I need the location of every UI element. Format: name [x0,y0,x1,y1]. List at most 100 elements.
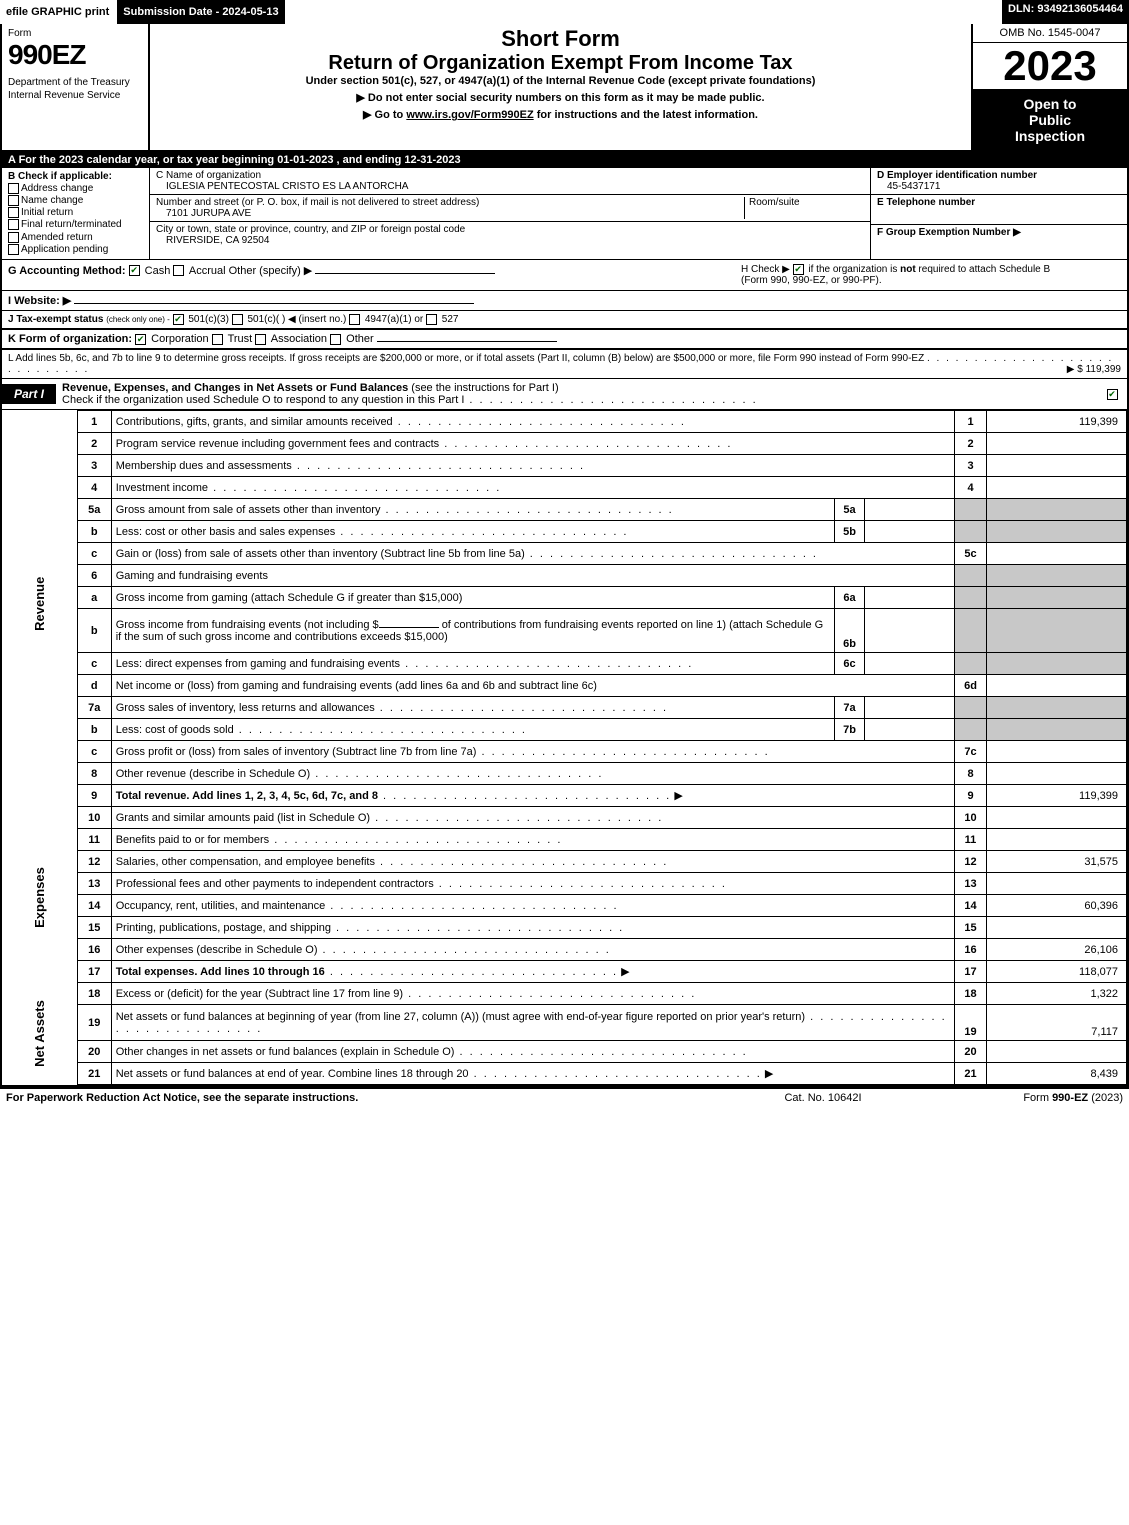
line-19-value: 7,117 [987,1005,1127,1041]
chk-501c3[interactable] [173,314,184,325]
table-row: bGross income from fundraising events (n… [2,609,1127,653]
expenses-side-label: Expenses [2,807,77,983]
open-to-public: Open to Public Inspection [973,90,1127,150]
block-b-c-d: B Check if applicable: Address change Na… [2,168,1127,260]
h-txt2: required to attach Schedule B [916,264,1051,275]
chk-corporation[interactable] [135,334,146,345]
table-row: 6Gaming and fundraising events [2,565,1127,587]
topbar: efile GRAPHIC print Submission Date - 20… [0,0,1129,24]
table-row: 8Other revenue (describe in Schedule O)8 [2,763,1127,785]
website-label: I Website: ▶ [8,295,71,307]
chk-application-pending[interactable]: Application pending [8,244,143,255]
city-row: City or town, state or province, country… [150,222,870,248]
return-title: Return of Organization Exempt From Incom… [156,52,965,75]
group-exemption-row: F Group Exemption Number ▶ [871,225,1127,254]
efile-print-label[interactable]: efile GRAPHIC print [0,0,117,24]
form-number: 990EZ [8,39,142,71]
table-row: 3Membership dues and assessments3 [2,455,1127,477]
h-label: H Check ▶ [741,264,790,275]
chk-other-org[interactable] [330,334,341,345]
chk-cash[interactable] [129,265,140,276]
line-l-gross-receipts: L Add lines 5b, 6c, and 7b to line 9 to … [2,350,1127,379]
chk-527[interactable] [426,314,437,325]
section-d-e-f: D Employer identification number 45-5437… [871,168,1127,259]
chk-amended-return[interactable]: Amended return [8,232,143,243]
chk-trust[interactable] [212,334,223,345]
table-row: 2Program service revenue including gover… [2,433,1127,455]
table-row: cGross profit or (loss) from sales of in… [2,741,1127,763]
table-row: bLess: cost of goods sold7b [2,719,1127,741]
table-row: aGross income from gaming (attach Schedu… [2,587,1127,609]
j-label: J Tax-exempt status [8,314,103,325]
schedule-b-check: H Check ▶ if the organization is not req… [741,264,1121,286]
chk-501c[interactable] [232,314,243,325]
ein-value: 45-5437171 [877,181,940,192]
table-row: 19Net assets or fund balances at beginni… [2,1005,1127,1041]
line-18-value: 1,322 [987,983,1127,1005]
irs-link[interactable]: www.irs.gov/Form990EZ [406,109,533,121]
street-label: Number and street (or P. O. box, if mail… [156,197,479,208]
omb-number: OMB No. 1545-0047 [973,24,1127,43]
table-row: 14Occupancy, rent, utilities, and mainte… [2,895,1127,917]
line-21-value: 8,439 [987,1063,1127,1085]
paperwork-notice: For Paperwork Reduction Act Notice, see … [6,1092,723,1104]
part-1-tag: Part I [2,384,56,404]
ein-row: D Employer identification number 45-5437… [871,168,1127,195]
section-b-title: B Check if applicable: [8,171,112,182]
chk-name-change[interactable]: Name change [8,195,143,206]
g-label: G Accounting Method: [8,265,126,277]
part-1-header: Part I Revenue, Expenses, and Changes in… [2,379,1127,410]
row-a-tax-year: A For the 2023 calendar year, or tax yea… [2,152,1127,168]
goto-post: for instructions and the latest informat… [534,109,758,121]
line-9-value: 119,399 [987,785,1127,807]
chk-final-return[interactable]: Final return/terminated [8,219,143,230]
table-row: 4Investment income4 [2,477,1127,499]
telephone-label: E Telephone number [877,197,975,208]
chk-schedule-b[interactable] [793,264,804,275]
chk-4947a1[interactable] [349,314,360,325]
table-row: Expenses 10Grants and similar amounts pa… [2,807,1127,829]
city-label: City or town, state or province, country… [156,224,864,235]
chk-address-change[interactable]: Address change [8,183,143,194]
website-value[interactable] [74,303,474,304]
table-row: 9Total revenue. Add lines 1, 2, 3, 4, 5c… [2,785,1127,807]
other-org-line[interactable] [377,341,557,342]
open-line2: Public [977,112,1123,128]
chk-association[interactable] [255,334,266,345]
row-g-h: G Accounting Method: Cash Accrual Other … [2,260,1127,291]
l-text: L Add lines 5b, 6c, and 7b to line 9 to … [8,353,924,364]
chk-initial-return[interactable]: Initial return [8,207,143,218]
form-container: Form 990EZ Department of the Treasury In… [0,24,1129,1087]
dept-treasury: Department of the Treasury [8,77,142,88]
table-row: 12Salaries, other compensation, and empl… [2,851,1127,873]
open-line3: Inspection [977,128,1123,144]
part-1-checkbox[interactable] [1099,388,1127,400]
l-value: ▶ $ 119,399 [1067,364,1121,375]
dept-irs: Internal Revenue Service [8,90,142,101]
open-line1: Open to [977,96,1123,112]
goto-pre: ▶ Go to [363,109,406,121]
chk-accrual[interactable] [173,265,184,276]
website-row: I Website: ▶ [2,291,1127,311]
submission-date: Submission Date - 2024-05-13 [117,0,286,24]
street-row: Number and street (or P. O. box, if mail… [150,195,870,222]
form-label: Form [8,28,142,39]
org-name-value: IGLESIA PENTECOSTAL CRISTO ES LA ANTORCH… [156,181,864,192]
part-1-title: Revenue, Expenses, and Changes in Net As… [56,379,1099,409]
tax-exempt-status: J Tax-exempt status (check only one) - 5… [2,311,1127,330]
page-footer: For Paperwork Reduction Act Notice, see … [0,1087,1129,1107]
table-row: cGain or (loss) from sale of assets othe… [2,543,1127,565]
city-value: RIVERSIDE, CA 92504 [156,235,864,246]
h-not: not [900,264,916,275]
table-row: 5aGross amount from sale of assets other… [2,499,1127,521]
catalog-number: Cat. No. 10642I [723,1092,923,1104]
h-txt1: if the organization is [808,264,900,275]
form-ref: Form 990-EZ (2023) [923,1092,1123,1104]
accounting-method: G Accounting Method: Cash Accrual Other … [8,264,741,286]
line-12-value: 31,575 [987,851,1127,873]
net-assets-side-label: Net Assets [2,983,77,1085]
k-label: K Form of organization: [8,333,132,345]
other-specify-line[interactable] [315,273,495,274]
header-center: Short Form Return of Organization Exempt… [150,24,971,150]
revenue-side-label: Revenue [2,411,77,785]
